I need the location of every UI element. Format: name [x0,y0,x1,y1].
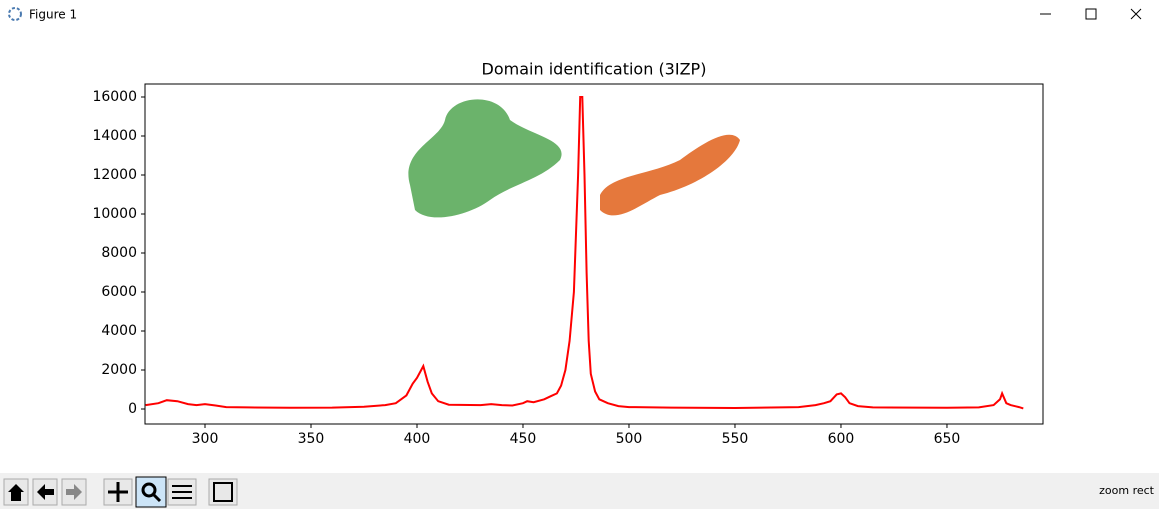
status-text: zoom rect [1099,484,1155,497]
y-tick-label: 8000 [101,245,137,261]
app-icon [8,7,22,21]
x-tick-label: 300 [192,431,219,447]
window-title: Figure 1 [29,8,77,22]
orange-domain-image [600,134,740,216]
y-tick-label: 6000 [101,284,137,300]
x-tick-label: 650 [934,431,961,447]
spectrum-line [145,96,1024,410]
x-tick-label: 400 [404,431,431,447]
close-button[interactable] [1130,8,1142,20]
y-tick-label: 12000 [92,167,137,183]
back-icon [37,484,54,500]
zoom-icon-handle [151,492,162,503]
y-tick-label: 2000 [101,362,137,378]
x-tick-label: 600 [828,431,855,447]
x-tick-label: 500 [616,431,643,447]
green-domain-image [408,99,562,218]
y-tick-label: 14000 [92,128,137,144]
x-tick-label: 550 [722,431,749,447]
x-tick-label: 450 [510,431,537,447]
pan-icon [108,482,128,502]
maximize-button[interactable] [1085,8,1097,20]
toolbar-buttons [3,476,238,508]
y-tick-label: 16000 [92,89,137,105]
zoom-icon [141,482,157,498]
y-tick-label: 0 [128,401,137,417]
chart-title: Domain identification (3IZP) [482,60,707,79]
structure-images [408,99,740,218]
plot-frame [144,83,1044,425]
y-tick-label: 4000 [101,323,137,339]
zoom-button[interactable] [135,476,167,508]
home-icon [8,484,24,501]
y-tick-label: 10000 [92,206,137,222]
x-tick-label: 350 [298,431,325,447]
save-icon [213,482,233,502]
configure-icon [172,485,192,499]
forward-icon [66,484,82,500]
